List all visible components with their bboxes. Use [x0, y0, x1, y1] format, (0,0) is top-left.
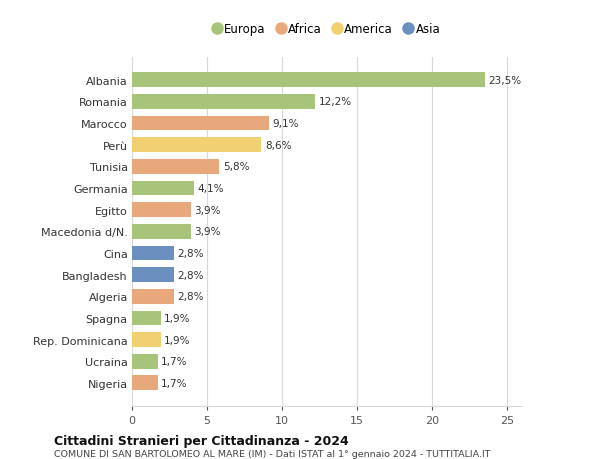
- Bar: [132, 354, 157, 369]
- Bar: [132, 138, 261, 153]
- Bar: [132, 332, 161, 347]
- Bar: [132, 73, 485, 88]
- Text: 5,8%: 5,8%: [223, 162, 249, 172]
- Text: Cittadini Stranieri per Cittadinanza - 2024: Cittadini Stranieri per Cittadinanza - 2…: [54, 434, 349, 447]
- Text: 12,2%: 12,2%: [319, 97, 352, 107]
- Bar: [132, 289, 174, 304]
- Text: COMUNE DI SAN BARTOLOMEO AL MARE (IM) - Dati ISTAT al 1° gennaio 2024 - TUTTITAL: COMUNE DI SAN BARTOLOMEO AL MARE (IM) - …: [54, 449, 491, 458]
- Bar: [132, 160, 219, 174]
- Bar: [132, 181, 193, 196]
- Text: 1,7%: 1,7%: [161, 378, 188, 388]
- Text: 1,9%: 1,9%: [164, 335, 191, 345]
- Bar: [132, 311, 161, 325]
- Bar: [132, 246, 174, 261]
- Text: 8,6%: 8,6%: [265, 140, 291, 151]
- Text: 1,9%: 1,9%: [164, 313, 191, 323]
- Bar: [132, 224, 191, 239]
- Bar: [132, 95, 315, 110]
- Bar: [132, 375, 157, 390]
- Text: 3,9%: 3,9%: [194, 205, 221, 215]
- Bar: [132, 203, 191, 218]
- Text: 9,1%: 9,1%: [272, 119, 299, 129]
- Bar: [132, 268, 174, 282]
- Text: 1,7%: 1,7%: [161, 357, 188, 366]
- Text: 2,8%: 2,8%: [178, 291, 204, 302]
- Text: 2,8%: 2,8%: [178, 248, 204, 258]
- Text: 23,5%: 23,5%: [488, 76, 521, 85]
- Text: 4,1%: 4,1%: [197, 184, 224, 194]
- Text: 2,8%: 2,8%: [178, 270, 204, 280]
- Text: 3,9%: 3,9%: [194, 227, 221, 237]
- Bar: [132, 117, 269, 131]
- Legend: Europa, Africa, America, Asia: Europa, Africa, America, Asia: [214, 23, 440, 36]
